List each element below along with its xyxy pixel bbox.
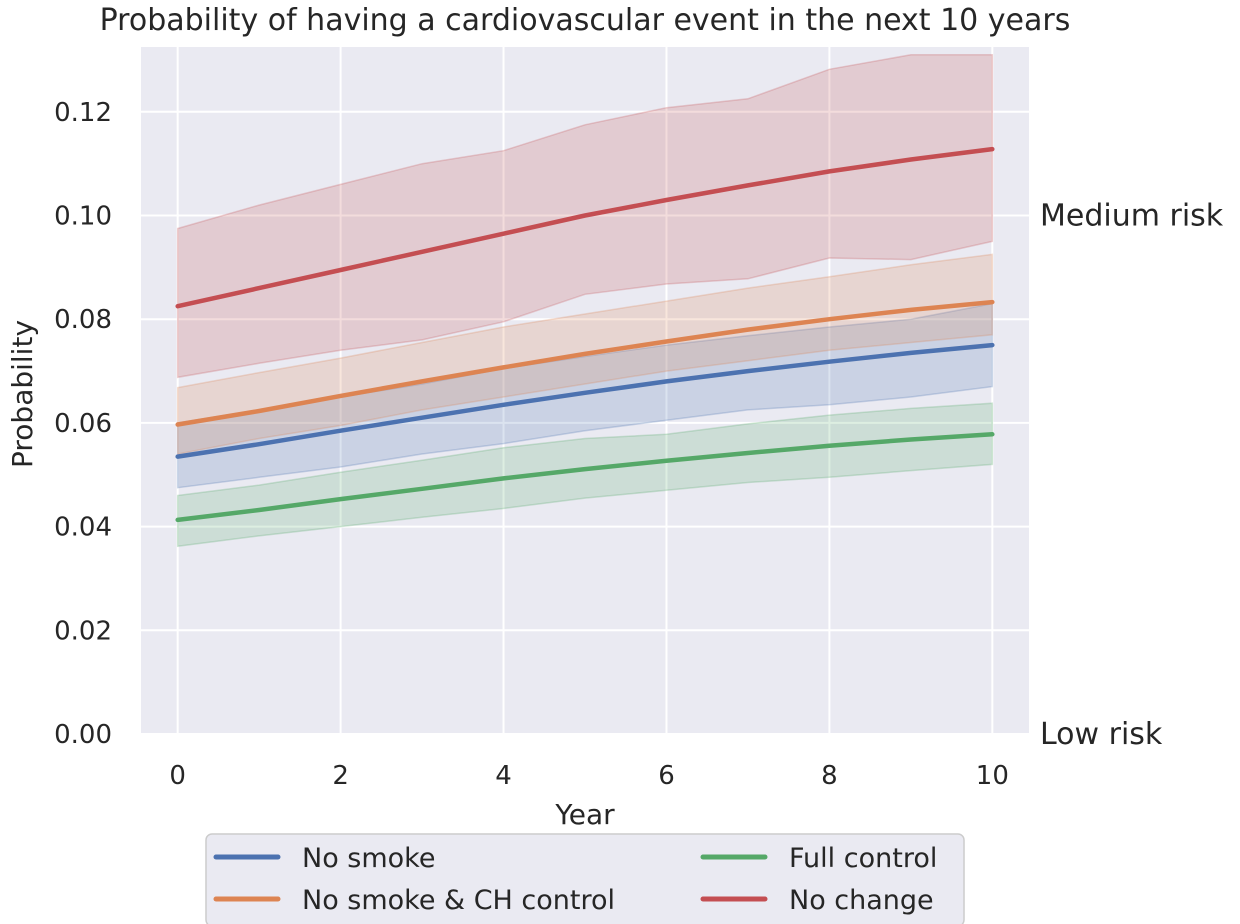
y-tick-labels: 0.00 0.02 0.04 0.06 0.08 0.10 0.12: [54, 98, 112, 750]
legend-item-no-smoke-ch-control: No smoke & CH control: [213, 885, 615, 916]
band-full-control: [176, 402, 994, 548]
x-tick-label: 2: [332, 761, 349, 791]
y-tick-label: 0.00: [54, 720, 112, 750]
x-tick-label: 4: [495, 761, 512, 791]
legend-label: No smoke: [302, 843, 435, 874]
x-tick-labels: 0 2 4 6 8 10: [169, 761, 1008, 791]
line-no-change: [175, 146, 995, 309]
line-no-smoke: [175, 342, 995, 459]
legend-frame: [205, 833, 965, 924]
y-tick-label: 0.10: [54, 202, 112, 232]
legend-label: No smoke & CH control: [302, 885, 615, 916]
legend-item-full-control: Full control: [700, 843, 937, 874]
y-tick-label: 0.02: [54, 616, 112, 646]
x-axis-label: Year: [554, 798, 615, 831]
y-axis-label: Probability: [6, 320, 39, 468]
legend: No smoke No smoke & CH control Full contro…: [205, 833, 965, 924]
x-tick-label: 6: [658, 761, 675, 791]
plot-background: [141, 47, 1029, 734]
legend-label: Full control: [789, 843, 937, 874]
legend-item-no-change: No change: [700, 885, 934, 916]
risk-label: Medium risk: [1040, 199, 1224, 234]
x-tick-label: 10: [976, 761, 1009, 791]
line-full-control: [175, 432, 995, 523]
grid-vertical: [176, 47, 994, 734]
legend-label: No change: [789, 885, 934, 916]
y-tick-label: 0.06: [54, 409, 112, 439]
chart-title: Probability of having a cardiovascular e…: [100, 3, 1071, 38]
legend-item-no-smoke: No smoke: [213, 843, 435, 874]
x-tick-label: 8: [821, 761, 838, 791]
y-tick-label: 0.08: [54, 305, 112, 335]
series-lines: [175, 146, 995, 523]
line-no-smoke-ch-control: [175, 299, 995, 427]
y-tick-label: 0.04: [54, 513, 112, 543]
risk-label: Low risk: [1040, 717, 1163, 752]
risk-annotations: Medium risk Low risk: [1040, 199, 1224, 752]
x-tick-label: 0: [169, 761, 186, 791]
y-tick-label: 0.12: [54, 98, 112, 128]
